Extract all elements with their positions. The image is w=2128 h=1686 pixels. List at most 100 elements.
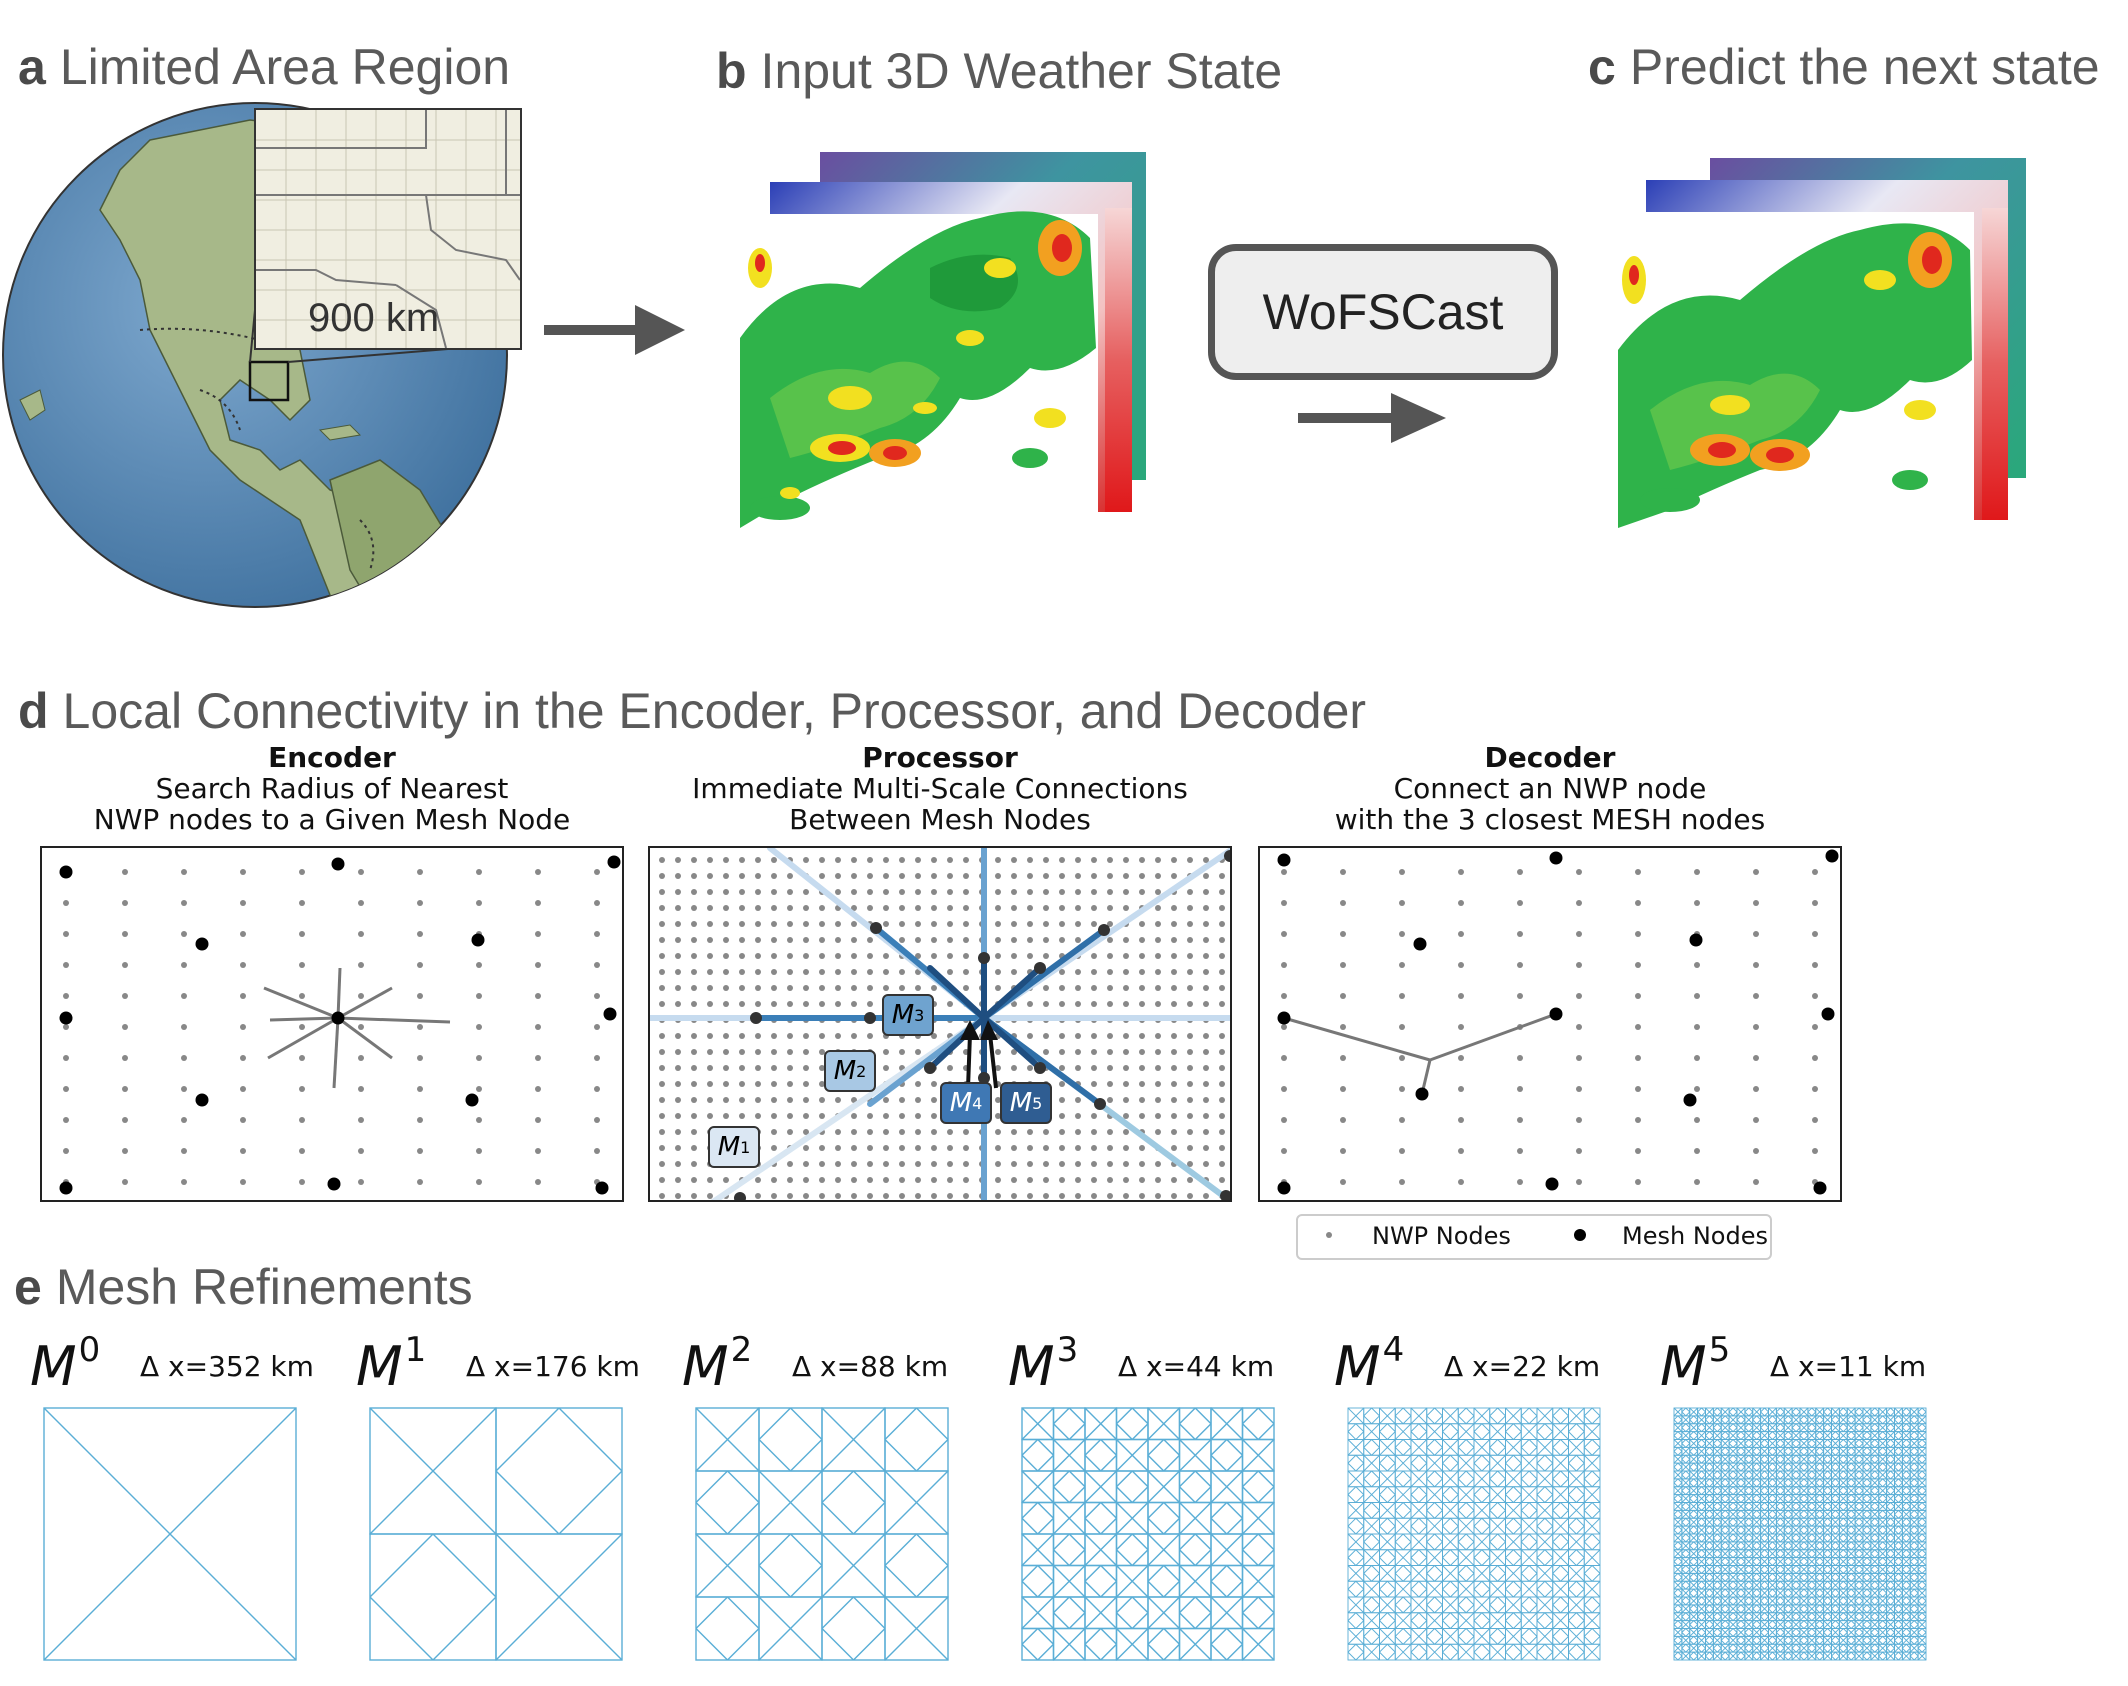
mesh-diagonal: [1481, 1651, 1491, 1661]
nwp-node: [723, 1033, 729, 1039]
nwp-node: [867, 1193, 873, 1199]
mesh-diagonal: [1489, 1439, 1498, 1448]
nwp-node: [1635, 1117, 1641, 1123]
nwp-node: [1139, 1113, 1145, 1119]
nwp-node: [1694, 900, 1700, 906]
mesh-cell: [1689, 1604, 1699, 1614]
nwp-node: [1075, 969, 1081, 975]
nwp-node: [1399, 931, 1405, 937]
mesh-diagonal: [1799, 1561, 1805, 1566]
mesh-diagonal: [1776, 1517, 1781, 1523]
mesh-diagonal: [1576, 1588, 1585, 1598]
nwp-node: [1059, 1049, 1065, 1055]
nwp-node: [1075, 1097, 1081, 1103]
mesh-diagonal: [1768, 1604, 1773, 1610]
mesh-diagonal: [1764, 1490, 1769, 1495]
nwp-node: [755, 1001, 761, 1007]
mesh-cell: [1807, 1517, 1817, 1527]
nwp-node: [1171, 937, 1177, 943]
mesh-diagonal: [1720, 1482, 1726, 1488]
mesh-cell: [1712, 1612, 1722, 1622]
mesh-diagonal: [1450, 1423, 1459, 1432]
nwp-node: [771, 1097, 777, 1103]
mesh-cell: [1689, 1415, 1699, 1425]
nwp-node: [803, 985, 809, 991]
mesh-diagonal: [1681, 1510, 1691, 1519]
mesh-diagonal: [1795, 1517, 1801, 1523]
nwp-node: [947, 873, 953, 879]
mesh-diagonal: [1576, 1462, 1585, 1472]
nwp-node: [1171, 985, 1177, 991]
mesh-diagonal: [1379, 1596, 1396, 1614]
mesh-diagonal: [1457, 1549, 1475, 1566]
nwp-node: [358, 1086, 364, 1092]
mesh-diagonal: [1410, 1502, 1428, 1519]
mesh-cell: [1768, 1588, 1777, 1598]
mesh-diagonal: [1673, 1447, 1679, 1452]
panel-d-letter: d: [18, 683, 49, 739]
nwp-node: [240, 993, 246, 999]
nwp-node: [1123, 1097, 1129, 1103]
mesh-diagonal: [1776, 1628, 1781, 1633]
mesh-diagonal: [1677, 1482, 1683, 1488]
nwp-node: [1753, 869, 1759, 875]
mesh-cell: [1536, 1454, 1554, 1472]
mesh-diagonal: [1740, 1462, 1746, 1468]
mesh-diagonal: [1681, 1632, 1687, 1637]
nwp-node: [1812, 1117, 1818, 1123]
mesh-diagonal: [1697, 1458, 1702, 1464]
mesh-diagonal: [1768, 1462, 1773, 1468]
mesh-diagonal: [1779, 1596, 1785, 1602]
nwp-node: [803, 1065, 809, 1071]
mesh-diagonal: [1713, 1604, 1722, 1614]
mesh-diagonal: [1716, 1474, 1722, 1480]
arrow-shaft: [966, 1033, 972, 1089]
mesh-diagonal: [1681, 1533, 1687, 1539]
mesh-diagonal: [1744, 1604, 1754, 1614]
panel-b-title: b Input 3D Weather State: [716, 42, 1282, 100]
mesh-diagonal: [1552, 1541, 1561, 1551]
mesh-cell: [1697, 1580, 1706, 1590]
mesh-diagonal: [1799, 1596, 1809, 1606]
nwp-node: [1107, 857, 1113, 863]
nwp-node: [1059, 985, 1065, 991]
mesh-diagonal: [1740, 1513, 1746, 1519]
mesh-diagonal: [1552, 1533, 1561, 1543]
mesh-diagonal: [1568, 1580, 1577, 1590]
nwp-node: [1171, 1177, 1177, 1183]
nwp-node: [1219, 889, 1225, 895]
mesh-cell: [1760, 1470, 1769, 1480]
mesh-diagonal: [1716, 1506, 1722, 1511]
mesh-diagonal: [1713, 1427, 1718, 1432]
mesh-diagonal: [1807, 1636, 1817, 1645]
nwp-node: [1075, 1193, 1081, 1199]
nwp-node: [1694, 1179, 1700, 1185]
mesh-diagonal: [1783, 1486, 1793, 1495]
nwp-node: [755, 873, 761, 879]
mesh-diagonal: [1402, 1470, 1412, 1480]
mesh-diagonal: [1685, 1439, 1691, 1444]
decoder-line2: with the 3 closest MESH nodes: [1334, 803, 1766, 836]
mesh-diagonal: [1728, 1600, 1734, 1606]
mesh-cell: [1536, 1549, 1554, 1566]
mesh-cell: [1728, 1580, 1738, 1590]
mesh-diagonal: [1776, 1431, 1785, 1440]
mesh-diagonal: [1689, 1620, 1695, 1625]
mesh-diagonal: [1457, 1533, 1467, 1543]
mesh-diagonal: [1772, 1608, 1777, 1614]
mesh-diagonal: [1713, 1580, 1718, 1586]
mesh-diagonal: [1552, 1517, 1569, 1535]
mesh-diagonal: [1728, 1486, 1734, 1492]
mesh-diagonal: [1116, 1565, 1149, 1598]
mesh-diagonal: [1701, 1553, 1706, 1558]
mesh-cell: [1775, 1549, 1785, 1559]
mesh-cell: [1673, 1446, 1683, 1456]
mesh-diagonal: [1791, 1525, 1801, 1535]
mesh-diagonal: [1693, 1592, 1698, 1598]
mesh-diagonal: [1776, 1458, 1781, 1464]
mesh-diagonal: [1583, 1596, 1593, 1606]
mesh-diagonal: [1701, 1427, 1706, 1432]
mesh-cell: [1752, 1525, 1762, 1535]
mesh-diagonal: [1457, 1517, 1475, 1535]
mesh-diagonal: [1744, 1596, 1750, 1602]
